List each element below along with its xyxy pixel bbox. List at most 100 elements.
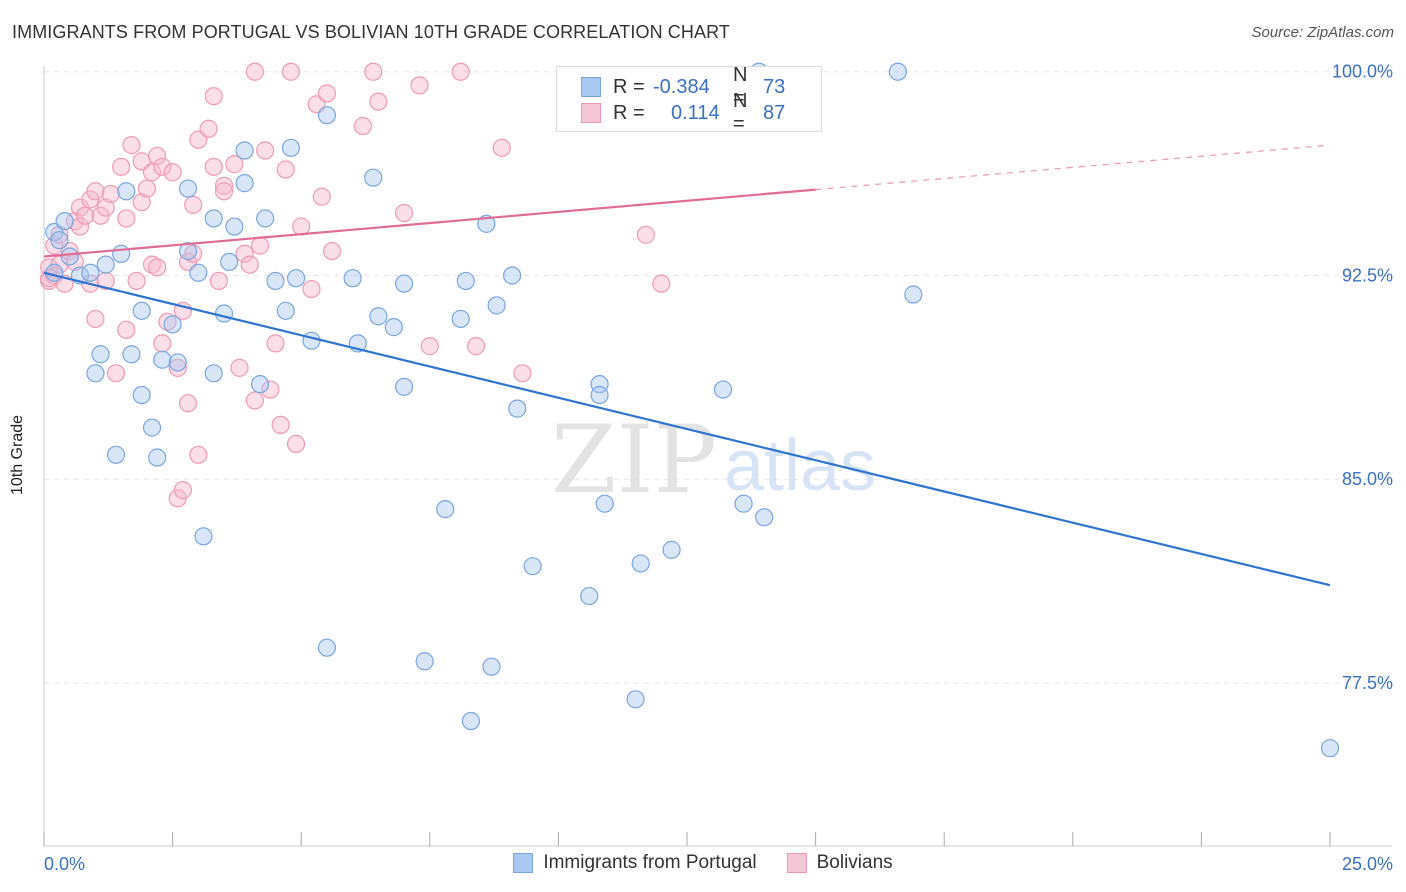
legend-label-portugal: Immigrants from Portugal [543,852,757,873]
bolivians-point [369,92,388,111]
portugal-points [45,62,1340,758]
portugal-point [132,385,151,405]
portugal-point [163,315,182,334]
portugal-point [168,353,187,372]
bolivians-point [101,184,120,204]
portugal-point [55,212,74,231]
portugal-point [142,418,162,437]
bolivians-point [281,62,301,81]
bolivians-point [322,241,342,261]
axes [43,66,1392,847]
bolivians-point [163,163,182,182]
portugal-point [235,141,254,160]
portugal-point [394,377,414,396]
gridlines [44,71,1392,684]
portugal-point [436,500,455,519]
portugal-point [112,244,131,263]
stats-legend: R = -0.384 N = 73 R = 0.114 N = 87 [556,64,822,135]
portugal-swatch-icon [581,77,601,97]
portugal-point [178,179,198,198]
legend-item-portugal[interactable]: Immigrants from Portugal [513,852,757,874]
bolivians-point [214,182,234,201]
legend-r-label: R = [613,75,645,98]
bolivians-point [256,141,275,160]
portugal-point [904,285,923,304]
portugal-point [482,657,501,676]
bolivians-point [76,206,95,225]
bolivians-points [40,62,671,508]
portugal-point [266,271,285,291]
portugal-point [487,296,506,315]
bolivians-point [148,146,167,166]
bolivians-point [225,155,244,174]
portugal-point [888,62,908,81]
portugal-legend-icon [513,853,534,873]
bolivians-point [214,176,234,195]
legend-r-value: 0.114 [671,101,720,124]
portugal-point [204,364,223,383]
watermark-zip: ZIP [551,406,717,515]
bolivians-point [199,119,218,138]
bolivians-point [117,209,136,228]
watermark-atlas: atlas [724,426,876,506]
portugal-point [364,168,383,187]
bolivians-point [204,157,223,176]
legend-item-bolivians[interactable]: Bolivians [786,852,893,874]
bolivians-point [142,255,162,274]
legend-r-label: R = [613,101,645,124]
bolivians-point [112,157,131,176]
bolivians-point [250,236,270,255]
legend-n-value: 87 [763,101,786,124]
portugal-point [250,375,270,394]
series-legend: Immigrants from Portugal Bolivians [0,852,1406,874]
bolivians-point [245,62,265,81]
bolivians-point [189,445,208,464]
portugal-point [281,138,301,157]
bolivians-point [86,182,105,201]
portugal-point [106,445,126,464]
bolivians-point [96,198,115,217]
bolivians-point [261,380,280,399]
bolivians-point [209,271,228,291]
portugal-point [276,301,295,320]
bolivians-point [286,434,306,454]
portugal-point [50,231,69,250]
bolivians-point [153,334,172,353]
bolivians-point [353,116,373,136]
bolivians-point [245,391,265,410]
bolivians-point [132,193,151,212]
portugal-point [755,508,774,527]
legend-n-label: N = [733,90,748,135]
bolivians-point [466,337,486,356]
portugal-point [394,274,414,293]
bolivians-point [137,179,156,198]
portugal-point [220,252,239,272]
portugal-point [461,711,481,731]
bolivians-point [492,138,511,157]
portugal-point [117,182,136,201]
portugal-point [81,263,100,282]
portugal-point [96,255,115,274]
bolivians-point [204,87,223,106]
bolivians-point [394,203,414,223]
bolivians-point [451,62,470,81]
bolivians-point [168,358,187,377]
source-note: Source: ZipAtlas.com [1251,24,1394,41]
bolivians-point [127,271,146,291]
bolivians-point [317,84,337,103]
bolivians-point [652,274,671,293]
legend-label-bolivians: Bolivians [816,852,893,873]
legend-row-bolivians: R = 0.114 N = 87 [581,90,786,135]
bolivians-point [50,225,69,244]
portugal-point [343,269,362,288]
chart-title: IMMIGRANTS FROM PORTUGAL VS BOLIVIAN 10T… [12,22,730,42]
bolivians-point [230,358,249,377]
portugal-point [204,209,223,228]
portugal-point [451,309,470,329]
bolivians-point [122,135,141,155]
bolivians-point [178,394,198,413]
portugal-point [1320,739,1340,758]
y-tick-label: 92.5% [1342,265,1393,285]
bolivians-point [106,364,126,383]
